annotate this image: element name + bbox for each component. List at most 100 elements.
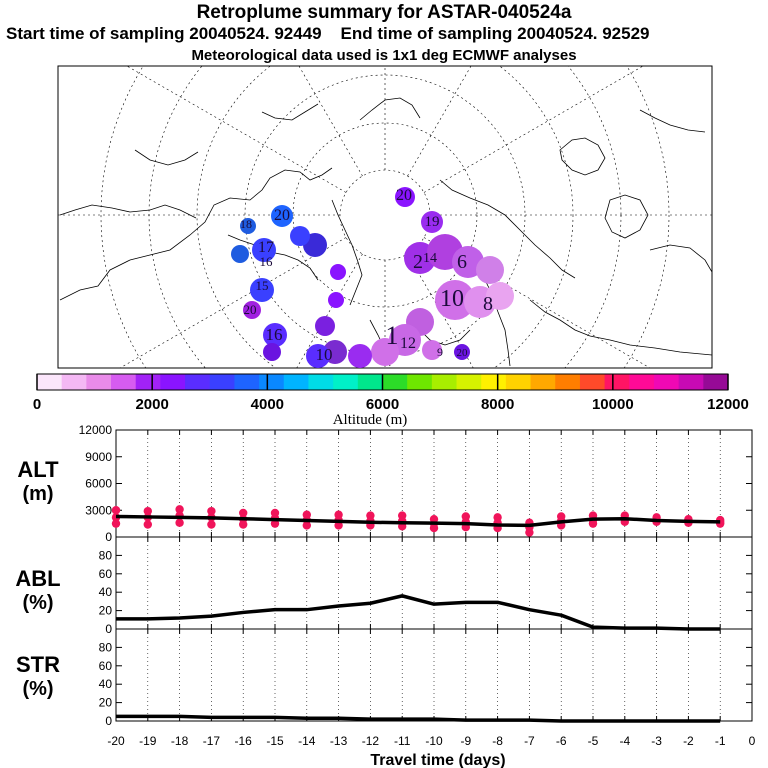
x-tick-label: -2	[683, 734, 694, 748]
colorbar-tick-label: 8000	[481, 396, 514, 413]
map-trajectory-label: 20	[274, 207, 290, 224]
map-trajectory-label: 14	[423, 251, 437, 266]
map-trajectory-label: 20	[244, 302, 257, 317]
altitude-scatter-point	[111, 506, 121, 515]
colorbar-tick-label: 2000	[135, 396, 168, 413]
map-trajectory-label: 8	[483, 293, 493, 315]
altitude-scatter-point	[175, 505, 184, 514]
x-tick-label: -14	[298, 734, 316, 748]
series-line-abl	[116, 594, 721, 631]
map-trajectory-label: 2	[413, 251, 423, 273]
map-frame	[57, 65, 713, 369]
met-data-subtitle: Meteorological data used is 1x1 deg ECMW…	[191, 47, 577, 64]
y-tick-label: 0	[105, 714, 112, 728]
x-tick-label: -8	[492, 734, 503, 748]
colorbar-swatch	[111, 374, 137, 390]
colorbar-swatch	[185, 374, 211, 390]
y-tick-label: 9000	[85, 450, 112, 464]
colorbar-tick-label: 10000	[592, 396, 634, 413]
colorbar-swatch	[555, 374, 581, 390]
map-trajectory-label: 6	[457, 251, 467, 273]
altitude-scatter-point	[239, 508, 248, 518]
y-tick-label: 6000	[85, 477, 112, 491]
series-line-alt	[115, 514, 721, 528]
altitude-scatter-point	[111, 519, 121, 528]
x-tick-label: -7	[524, 734, 535, 748]
map-trajectory-label: 20	[457, 347, 469, 359]
y-tick-label: 60	[99, 659, 113, 673]
altitude-scatter-point	[270, 519, 280, 528]
colorbar-swatch	[678, 374, 704, 390]
map-trajectory-label: 18	[240, 217, 252, 231]
colorbar-swatch	[407, 374, 433, 390]
y-tick-label: 40	[99, 585, 113, 599]
colorbar-swatch	[382, 374, 408, 390]
panel-abl: 0 20 40 60 80	[99, 536, 753, 636]
colorbar-swatch	[530, 374, 556, 390]
y-tick-label: 80	[99, 548, 113, 562]
str-unit: (%)	[22, 678, 53, 700]
map-trajectory-label: 16	[260, 254, 274, 269]
altitude-scatter-point	[302, 521, 311, 530]
x-tick-label: -15	[266, 734, 284, 748]
panel-alt: 0 3000 6000 9000 12000	[79, 423, 753, 544]
y-tick-label: 60	[99, 567, 113, 581]
end-time: End time of sampling 20040524. 92529	[340, 24, 650, 43]
start-time: Start time of sampling 20040524. 92449	[6, 24, 322, 43]
abl-unit: (%)	[22, 592, 53, 614]
x-tick-label: -6	[556, 734, 567, 748]
colorbar-swatch	[579, 374, 606, 390]
colorbar-swatch	[37, 374, 63, 390]
map-trajectory-label: 15	[256, 278, 269, 293]
x-tick-label: -4	[619, 734, 630, 748]
x-axis-label: Travel time (days)	[370, 752, 505, 768]
y-tick-label: 80	[99, 640, 113, 654]
colorbar-tick-label: 4000	[251, 396, 284, 413]
colorbar-swatch	[209, 374, 235, 390]
str-label: STR	[16, 652, 60, 677]
series-line-str	[116, 714, 721, 723]
map-trajectory-label: 10	[440, 286, 464, 312]
coastlines	[59, 97, 712, 367]
map-trajectory-label: 9	[437, 345, 443, 359]
x-tick-label: -20	[107, 734, 125, 748]
x-tick-label: -10	[425, 734, 443, 748]
y-tick-label: 40	[99, 677, 113, 691]
altitude-scatter-point	[143, 520, 152, 529]
altitude-scatter-point	[525, 528, 534, 537]
colorbar-swatch	[357, 374, 383, 390]
colorbar-swatch	[629, 374, 655, 390]
y-tick-label: 0	[105, 530, 112, 544]
y-tick-label: 0	[105, 622, 112, 636]
x-tick-label: 0	[749, 734, 756, 748]
chart-title: Retroplume summary for ASTAR-040524a	[196, 2, 572, 23]
altitude-scatter-point	[143, 506, 152, 516]
altitude-scatter-point	[207, 520, 216, 529]
colorbar-swatch	[283, 374, 309, 390]
altitude-scatter-point	[239, 520, 248, 529]
x-tick-label: -12	[362, 734, 380, 748]
colorbar-tick-label: 12000	[707, 396, 749, 413]
panel-frame	[115, 628, 753, 722]
abl-label: ABL	[15, 566, 60, 591]
altitude-scatter-point	[175, 518, 184, 527]
x-tick-label: -17	[203, 734, 221, 748]
x-tick-label: -18	[171, 734, 189, 748]
alt-unit: (m)	[22, 483, 53, 505]
colorbar-swatch	[505, 374, 532, 390]
colorbar-label: Altitude (m)	[333, 412, 408, 428]
map-trajectory-label: 1	[386, 321, 399, 350]
x-tick-label: -1	[715, 734, 726, 748]
x-tick-label: -5	[588, 734, 599, 748]
map-trajectory-label: 16	[266, 325, 283, 344]
colorbar-swatch	[86, 374, 112, 390]
alt-label: ALT	[17, 457, 59, 482]
time-series-panels: 030006000900012000020406080020406080-20-…	[79, 423, 756, 748]
colorbar-swatch	[703, 374, 729, 390]
sampling-time-line: Start time of sampling 20040524. 92449 E…	[6, 24, 768, 44]
y-tick-label: 20	[99, 696, 113, 710]
